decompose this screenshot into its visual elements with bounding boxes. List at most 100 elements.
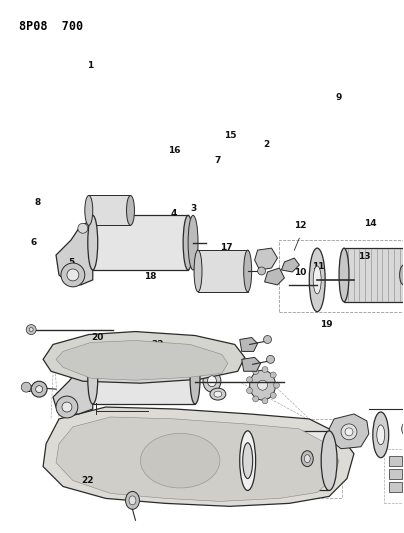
Ellipse shape xyxy=(85,196,93,225)
FancyBboxPatch shape xyxy=(389,469,402,479)
Circle shape xyxy=(67,269,79,281)
Circle shape xyxy=(29,328,33,332)
Circle shape xyxy=(274,382,280,388)
Polygon shape xyxy=(255,248,278,270)
Ellipse shape xyxy=(240,431,256,490)
Text: 18: 18 xyxy=(143,271,156,280)
Circle shape xyxy=(341,424,357,440)
Circle shape xyxy=(31,381,47,397)
Ellipse shape xyxy=(402,422,404,436)
Ellipse shape xyxy=(321,431,337,490)
Polygon shape xyxy=(329,414,369,449)
Text: 16: 16 xyxy=(168,146,180,155)
Ellipse shape xyxy=(141,433,220,488)
Circle shape xyxy=(36,386,42,393)
Text: 24: 24 xyxy=(154,448,166,457)
FancyBboxPatch shape xyxy=(89,196,130,225)
Text: 10: 10 xyxy=(294,268,307,277)
Ellipse shape xyxy=(377,425,385,445)
Polygon shape xyxy=(53,362,93,414)
Ellipse shape xyxy=(203,370,221,392)
Ellipse shape xyxy=(129,496,136,505)
Text: 4: 4 xyxy=(171,209,177,218)
Circle shape xyxy=(56,396,78,418)
Circle shape xyxy=(252,368,259,374)
Circle shape xyxy=(246,377,252,383)
Text: 8: 8 xyxy=(34,198,41,207)
Ellipse shape xyxy=(210,388,226,400)
FancyBboxPatch shape xyxy=(248,431,329,490)
Text: 6: 6 xyxy=(30,238,37,247)
Ellipse shape xyxy=(373,412,389,458)
Polygon shape xyxy=(265,268,284,285)
FancyBboxPatch shape xyxy=(389,456,402,466)
Circle shape xyxy=(78,223,88,233)
FancyBboxPatch shape xyxy=(389,482,402,492)
Text: 20: 20 xyxy=(91,334,104,343)
Text: 2: 2 xyxy=(263,140,269,149)
Text: 8P08  700: 8P08 700 xyxy=(19,20,83,33)
Circle shape xyxy=(258,380,267,390)
Polygon shape xyxy=(43,332,245,383)
Polygon shape xyxy=(56,417,339,502)
Circle shape xyxy=(267,356,274,364)
Text: 19: 19 xyxy=(320,320,332,329)
Ellipse shape xyxy=(214,391,222,397)
Circle shape xyxy=(270,372,276,378)
Text: 23: 23 xyxy=(24,385,36,394)
Text: 22: 22 xyxy=(81,477,94,486)
Ellipse shape xyxy=(313,266,321,294)
Circle shape xyxy=(262,398,268,404)
FancyBboxPatch shape xyxy=(93,354,195,404)
Polygon shape xyxy=(282,258,299,272)
Text: 14: 14 xyxy=(364,219,377,228)
Ellipse shape xyxy=(88,215,98,270)
Text: 7: 7 xyxy=(215,156,221,165)
Circle shape xyxy=(262,367,268,373)
Polygon shape xyxy=(56,341,228,380)
Circle shape xyxy=(61,263,85,287)
Text: 15: 15 xyxy=(224,131,236,140)
Ellipse shape xyxy=(309,248,325,312)
Ellipse shape xyxy=(304,455,310,463)
Ellipse shape xyxy=(188,215,198,270)
Circle shape xyxy=(246,387,252,393)
Ellipse shape xyxy=(250,370,276,400)
Text: 12: 12 xyxy=(294,221,307,230)
Circle shape xyxy=(258,267,265,275)
Text: 13: 13 xyxy=(358,253,371,262)
Circle shape xyxy=(263,335,271,343)
Ellipse shape xyxy=(126,196,135,225)
Ellipse shape xyxy=(301,451,313,466)
Ellipse shape xyxy=(194,250,202,292)
Polygon shape xyxy=(56,220,93,285)
Ellipse shape xyxy=(126,491,139,510)
FancyBboxPatch shape xyxy=(344,248,404,302)
Circle shape xyxy=(252,396,259,402)
Ellipse shape xyxy=(243,443,252,479)
Ellipse shape xyxy=(208,376,217,386)
FancyBboxPatch shape xyxy=(198,250,248,292)
Circle shape xyxy=(270,392,276,398)
Circle shape xyxy=(26,325,36,335)
Polygon shape xyxy=(43,407,354,506)
Ellipse shape xyxy=(400,265,404,285)
Circle shape xyxy=(345,428,353,436)
Text: 22: 22 xyxy=(152,341,164,349)
Polygon shape xyxy=(240,337,258,351)
Ellipse shape xyxy=(190,354,200,404)
Text: 3: 3 xyxy=(191,204,197,213)
Ellipse shape xyxy=(244,250,252,292)
Text: 1: 1 xyxy=(86,61,93,70)
Circle shape xyxy=(62,402,72,412)
Ellipse shape xyxy=(339,248,349,302)
Text: 11: 11 xyxy=(312,262,324,271)
Text: 21: 21 xyxy=(162,364,174,373)
Text: 17: 17 xyxy=(220,244,232,253)
Polygon shape xyxy=(242,357,261,372)
FancyBboxPatch shape xyxy=(93,215,188,270)
Ellipse shape xyxy=(183,215,193,270)
Circle shape xyxy=(21,382,31,392)
Text: 9: 9 xyxy=(335,93,342,102)
Ellipse shape xyxy=(88,354,98,404)
